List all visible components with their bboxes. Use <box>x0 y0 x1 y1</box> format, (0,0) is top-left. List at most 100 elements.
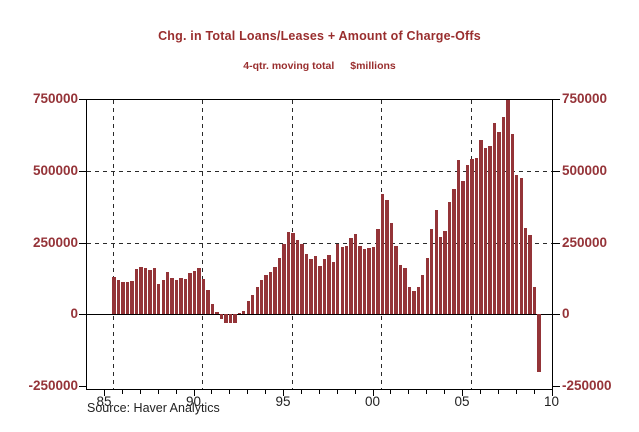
bar <box>403 268 407 315</box>
bar <box>461 181 465 315</box>
x-axis-minor-tick <box>354 390 356 394</box>
bar <box>465 165 470 315</box>
bar <box>524 228 528 315</box>
x-axis-major-tick <box>193 390 195 396</box>
y-axis-tick-right <box>553 314 560 316</box>
y-axis-label-right: 500000 <box>562 162 608 178</box>
x-axis-minor-tick <box>479 390 481 394</box>
x-axis-minor-tick <box>121 390 123 394</box>
bar <box>443 231 447 315</box>
bar <box>353 234 358 315</box>
bar <box>197 268 201 315</box>
x-axis-minor-tick <box>139 390 141 394</box>
bar <box>438 236 443 315</box>
y-axis-tick-right <box>553 170 560 172</box>
bar <box>125 281 130 315</box>
y-axis-label-right: 250000 <box>562 234 608 250</box>
x-axis-label: 10 <box>543 394 560 409</box>
y-axis-label-left: 500000 <box>32 162 78 178</box>
x-axis-major-tick <box>462 390 463 396</box>
bar <box>398 265 403 315</box>
x-axis-minor-tick <box>229 390 231 394</box>
y-axis-label-left: 250000 <box>32 234 78 250</box>
bar <box>233 314 237 323</box>
x-axis-minor-tick <box>533 390 535 394</box>
bar <box>501 117 506 315</box>
bar <box>251 295 255 315</box>
bar <box>228 314 233 324</box>
bar <box>143 268 148 315</box>
bar <box>210 303 215 315</box>
y-axis-label-left: -250000 <box>28 378 78 393</box>
bar <box>192 270 197 315</box>
bar <box>264 275 268 315</box>
bar <box>139 267 143 315</box>
bar <box>532 286 537 315</box>
bar <box>255 286 259 315</box>
bar <box>183 278 188 315</box>
bar <box>336 243 340 315</box>
x-axis-major-tick <box>372 390 374 396</box>
bar <box>358 246 362 315</box>
bar <box>412 290 416 315</box>
bar <box>385 200 389 315</box>
bar <box>161 279 165 315</box>
bar <box>148 270 152 315</box>
h-gridline <box>87 170 552 172</box>
bar <box>367 247 371 315</box>
x-axis-minor-tick <box>444 390 446 394</box>
x-axis-minor-tick <box>300 390 302 394</box>
y-axis-tick-left <box>79 170 86 172</box>
bar <box>362 248 367 315</box>
bar <box>277 258 282 315</box>
chart-subtitle: 4-qtr. moving total $millions <box>0 60 639 72</box>
y-axis-tick-right <box>553 242 560 244</box>
bar <box>219 314 224 319</box>
bar <box>331 261 335 315</box>
bar <box>121 282 125 315</box>
bar <box>430 229 434 315</box>
bar <box>174 279 179 315</box>
bar <box>510 134 514 315</box>
bar <box>327 254 331 315</box>
bar <box>349 237 353 315</box>
bar <box>273 266 277 315</box>
x-axis-minor-tick <box>157 390 159 394</box>
bar <box>474 157 479 315</box>
bar <box>282 243 286 315</box>
y-axis-tick-left <box>79 314 86 316</box>
bar <box>528 235 532 315</box>
bar <box>371 246 376 315</box>
plot-area <box>86 99 553 390</box>
bar <box>380 193 385 315</box>
y-axis-tick-right <box>553 386 560 387</box>
bar <box>345 246 349 315</box>
bar <box>304 253 309 315</box>
bar <box>246 301 250 315</box>
bar <box>340 246 344 315</box>
bar <box>188 272 192 315</box>
bar <box>394 246 398 315</box>
x-axis-minor-tick <box>515 390 517 394</box>
bar <box>376 229 380 315</box>
bar <box>300 243 304 315</box>
x-axis-minor-tick <box>247 390 249 394</box>
bar <box>152 267 156 315</box>
bar <box>166 272 170 315</box>
bar <box>322 259 327 315</box>
bar <box>157 283 161 315</box>
bar <box>268 271 273 315</box>
zero-line <box>87 314 552 316</box>
bar <box>130 280 134 315</box>
chart-subtitle-left: 4-qtr. moving total <box>243 60 335 72</box>
bar <box>318 266 322 315</box>
bar <box>537 314 541 372</box>
x-axis-minor-tick <box>265 390 267 394</box>
bar <box>112 276 116 315</box>
bar <box>407 287 412 315</box>
bar <box>116 280 121 315</box>
x-axis-major-tick <box>551 390 553 396</box>
x-axis-minor-tick <box>497 390 499 394</box>
source-note: Source: Haver Analytics <box>87 401 220 415</box>
bar <box>456 160 461 315</box>
